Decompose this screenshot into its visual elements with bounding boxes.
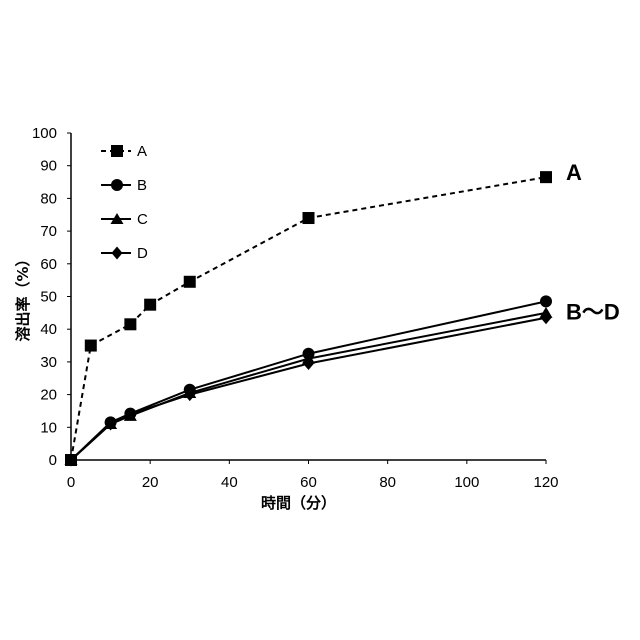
legend-item-B: B xyxy=(101,177,147,194)
legend-item-A: A xyxy=(101,143,147,160)
legend: ABCD xyxy=(101,143,148,262)
x-axis-title: 時間（分） xyxy=(261,494,336,512)
series-D xyxy=(66,311,552,466)
x-tick-label: 0 xyxy=(67,474,75,491)
y-tick-label: 90 xyxy=(40,158,57,175)
x-tick-label: 120 xyxy=(533,474,558,491)
point-A xyxy=(124,318,136,330)
y-tick-label: 70 xyxy=(40,223,57,240)
series-line-C xyxy=(71,313,546,460)
x-tick-label: 40 xyxy=(221,474,238,491)
y-tick-label: 0 xyxy=(49,452,57,469)
y-tick-label: 60 xyxy=(40,256,57,273)
annotations: A B～D xyxy=(566,160,620,324)
legend-item-C: C xyxy=(101,211,148,228)
point-A xyxy=(540,171,552,183)
y-tick-label: 30 xyxy=(40,354,57,371)
point-A xyxy=(144,299,156,311)
x-tick-label: 100 xyxy=(454,474,479,491)
y-tick-label: 100 xyxy=(32,125,57,142)
legend-label-C: C xyxy=(137,211,148,228)
point-A xyxy=(303,212,315,224)
legend-item-D: D xyxy=(101,245,148,262)
y-tick-label: 10 xyxy=(40,419,57,436)
y-tick-label: 40 xyxy=(40,321,57,338)
annotation-1: B～D xyxy=(566,299,620,324)
y-tick-label: 80 xyxy=(40,190,57,207)
legend-label-D: D xyxy=(137,245,148,262)
x-tick-label: 20 xyxy=(142,474,159,491)
legend-label-A: A xyxy=(137,143,147,160)
series-B xyxy=(65,295,552,466)
x-tick-label: 60 xyxy=(300,474,317,491)
point-B xyxy=(540,295,552,307)
series-line-D xyxy=(71,318,546,460)
legend-marker-A xyxy=(111,145,123,157)
x-tick-label: 80 xyxy=(379,474,396,491)
legend-marker-B xyxy=(111,179,123,191)
series-line-B xyxy=(71,301,546,460)
y-tick-label: 50 xyxy=(40,289,57,306)
y-tick-label: 20 xyxy=(40,387,57,404)
y-axis-title: 溶出率（%） xyxy=(14,251,32,341)
point-A xyxy=(184,276,196,288)
legend-marker-D xyxy=(112,247,123,260)
legend-label-B: B xyxy=(137,177,147,194)
point-A xyxy=(85,340,97,352)
axes: 0 10 20 30 40 50 60 70 80 90 100 0 20 40 60 80 100 120 時間（… xyxy=(14,125,559,512)
annotation-0: A xyxy=(566,160,582,185)
